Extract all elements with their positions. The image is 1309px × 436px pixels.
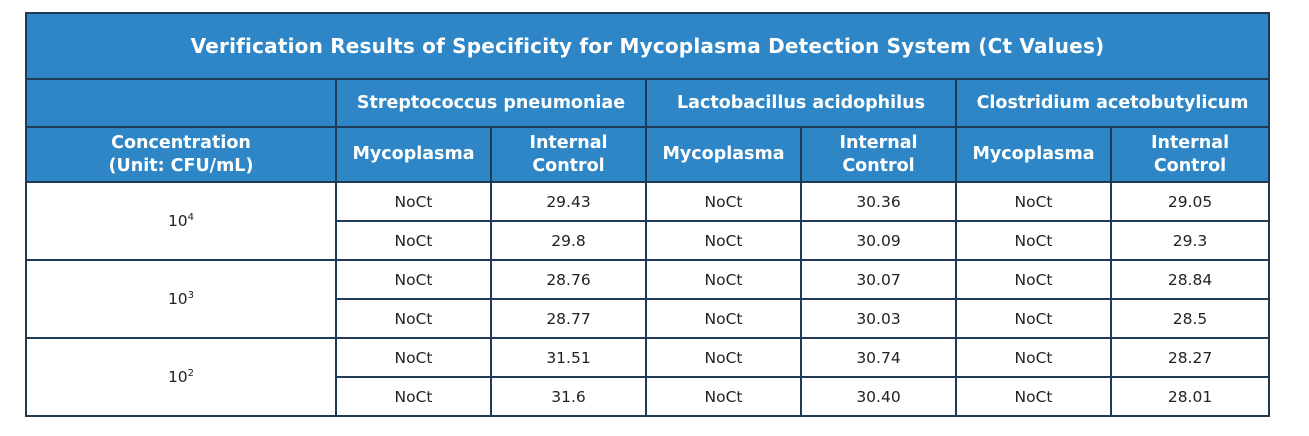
table-cell: NoCt [955,298,1112,339]
table-row: NoCt 31.6 NoCt 30.40 NoCt 28.01 [26,376,1271,417]
table-cell: NoCt [335,376,492,417]
concentration-cell: 102 [25,337,337,417]
table-row: NoCt 29.8 NoCt 30.09 NoCt 29.3 [26,220,1271,261]
table-cell: 28.5 [1109,298,1271,339]
concentration-cell: 103 [25,259,337,339]
table-cell: NoCt [955,220,1112,261]
table-cell: NoCt [955,259,1112,300]
table-cell: NoCt [645,220,802,261]
concentration-cell: 104 [25,181,337,261]
table-cell: NoCt [645,181,802,222]
organism-header-lactobacillus: Lactobacillus acidophilus [645,78,957,128]
organism-header-streptococcus: Streptococcus pneumoniae [335,78,647,128]
concentration-header: Concentration (Unit: CFU/mL) [25,126,337,183]
ic-line2: Control [842,155,915,176]
specificity-results-table: Verification Results of Specificity for … [24,12,1271,417]
conc-base: 10 [167,290,188,308]
concentration-header-line2: (Unit: CFU/mL) [108,155,254,176]
table-cell: 30.36 [800,181,957,222]
internal-control-header: Internal Control [800,126,957,183]
table-cell: NoCt [335,337,492,378]
conc-base: 10 [167,368,188,386]
table-cell: NoCt [645,337,802,378]
table-cell: 28.84 [1109,259,1271,300]
organism-header-clostridium: Clostridium acetobutylicum [954,78,1271,128]
table-row: 103 NoCt 28.76 NoCt 30.07 NoCt 28.84 [25,259,1271,339]
table-row: NoCt 28.77 NoCt 30.03 NoCt 28.5 [26,298,1271,339]
table-cell: NoCt [335,181,492,222]
table-cell: NoCt [335,298,492,339]
table-cell: 31.51 [490,337,647,378]
table-cell: 30.09 [800,220,957,261]
table-cell: 29.3 [1109,220,1271,261]
ic-line1: Internal [1150,132,1230,153]
table-cell: NoCt [955,337,1112,378]
table-cell: 31.6 [490,376,647,417]
mycoplasma-header: Mycoplasma [955,126,1112,183]
conc-base: 10 [167,212,188,230]
table-cell: 28.77 [490,298,647,339]
table-cell: 28.27 [1109,337,1271,378]
table-row: 104 NoCt 29.43 NoCt 30.36 NoCt 29.05 [25,181,1271,261]
table-cell: 30.07 [800,259,957,300]
table-cell: 30.74 [800,337,957,378]
table-cell: NoCt [645,259,802,300]
concentration-header-line1: Concentration [111,132,251,153]
table-cell: NoCt [955,376,1112,417]
blank-header-cell [25,78,337,128]
table-cell: NoCt [645,376,802,417]
mycoplasma-header: Mycoplasma [335,126,492,183]
table-cell: 29.8 [490,220,647,261]
conc-exponent: 4 [187,211,195,223]
internal-control-header: Internal Control [1109,126,1271,183]
table-cell: NoCt [335,220,492,261]
table-row: 102 NoCt 31.51 NoCt 30.74 NoCt 28.27 [25,337,1271,417]
table-cell: 30.03 [800,298,957,339]
conc-exponent: 2 [187,367,195,379]
table-cell: 29.43 [490,181,647,222]
mycoplasma-header: Mycoplasma [645,126,802,183]
table-cell: NoCt [645,298,802,339]
table-cell: 30.40 [800,376,957,417]
table-cell: 29.05 [1109,181,1271,222]
ic-line2: Control [1153,155,1227,176]
ic-line1: Internal [839,132,918,153]
table-cell: 28.76 [490,259,647,300]
table-title: Verification Results of Specificity for … [24,12,1271,80]
ic-line1: Internal [529,132,608,153]
table-cell: 28.01 [1109,376,1271,417]
conc-exponent: 3 [187,289,195,301]
table-cell: NoCt [335,259,492,300]
internal-control-header: Internal Control [490,126,647,183]
ic-line2: Control [532,155,605,176]
table-cell: NoCt [955,181,1112,222]
